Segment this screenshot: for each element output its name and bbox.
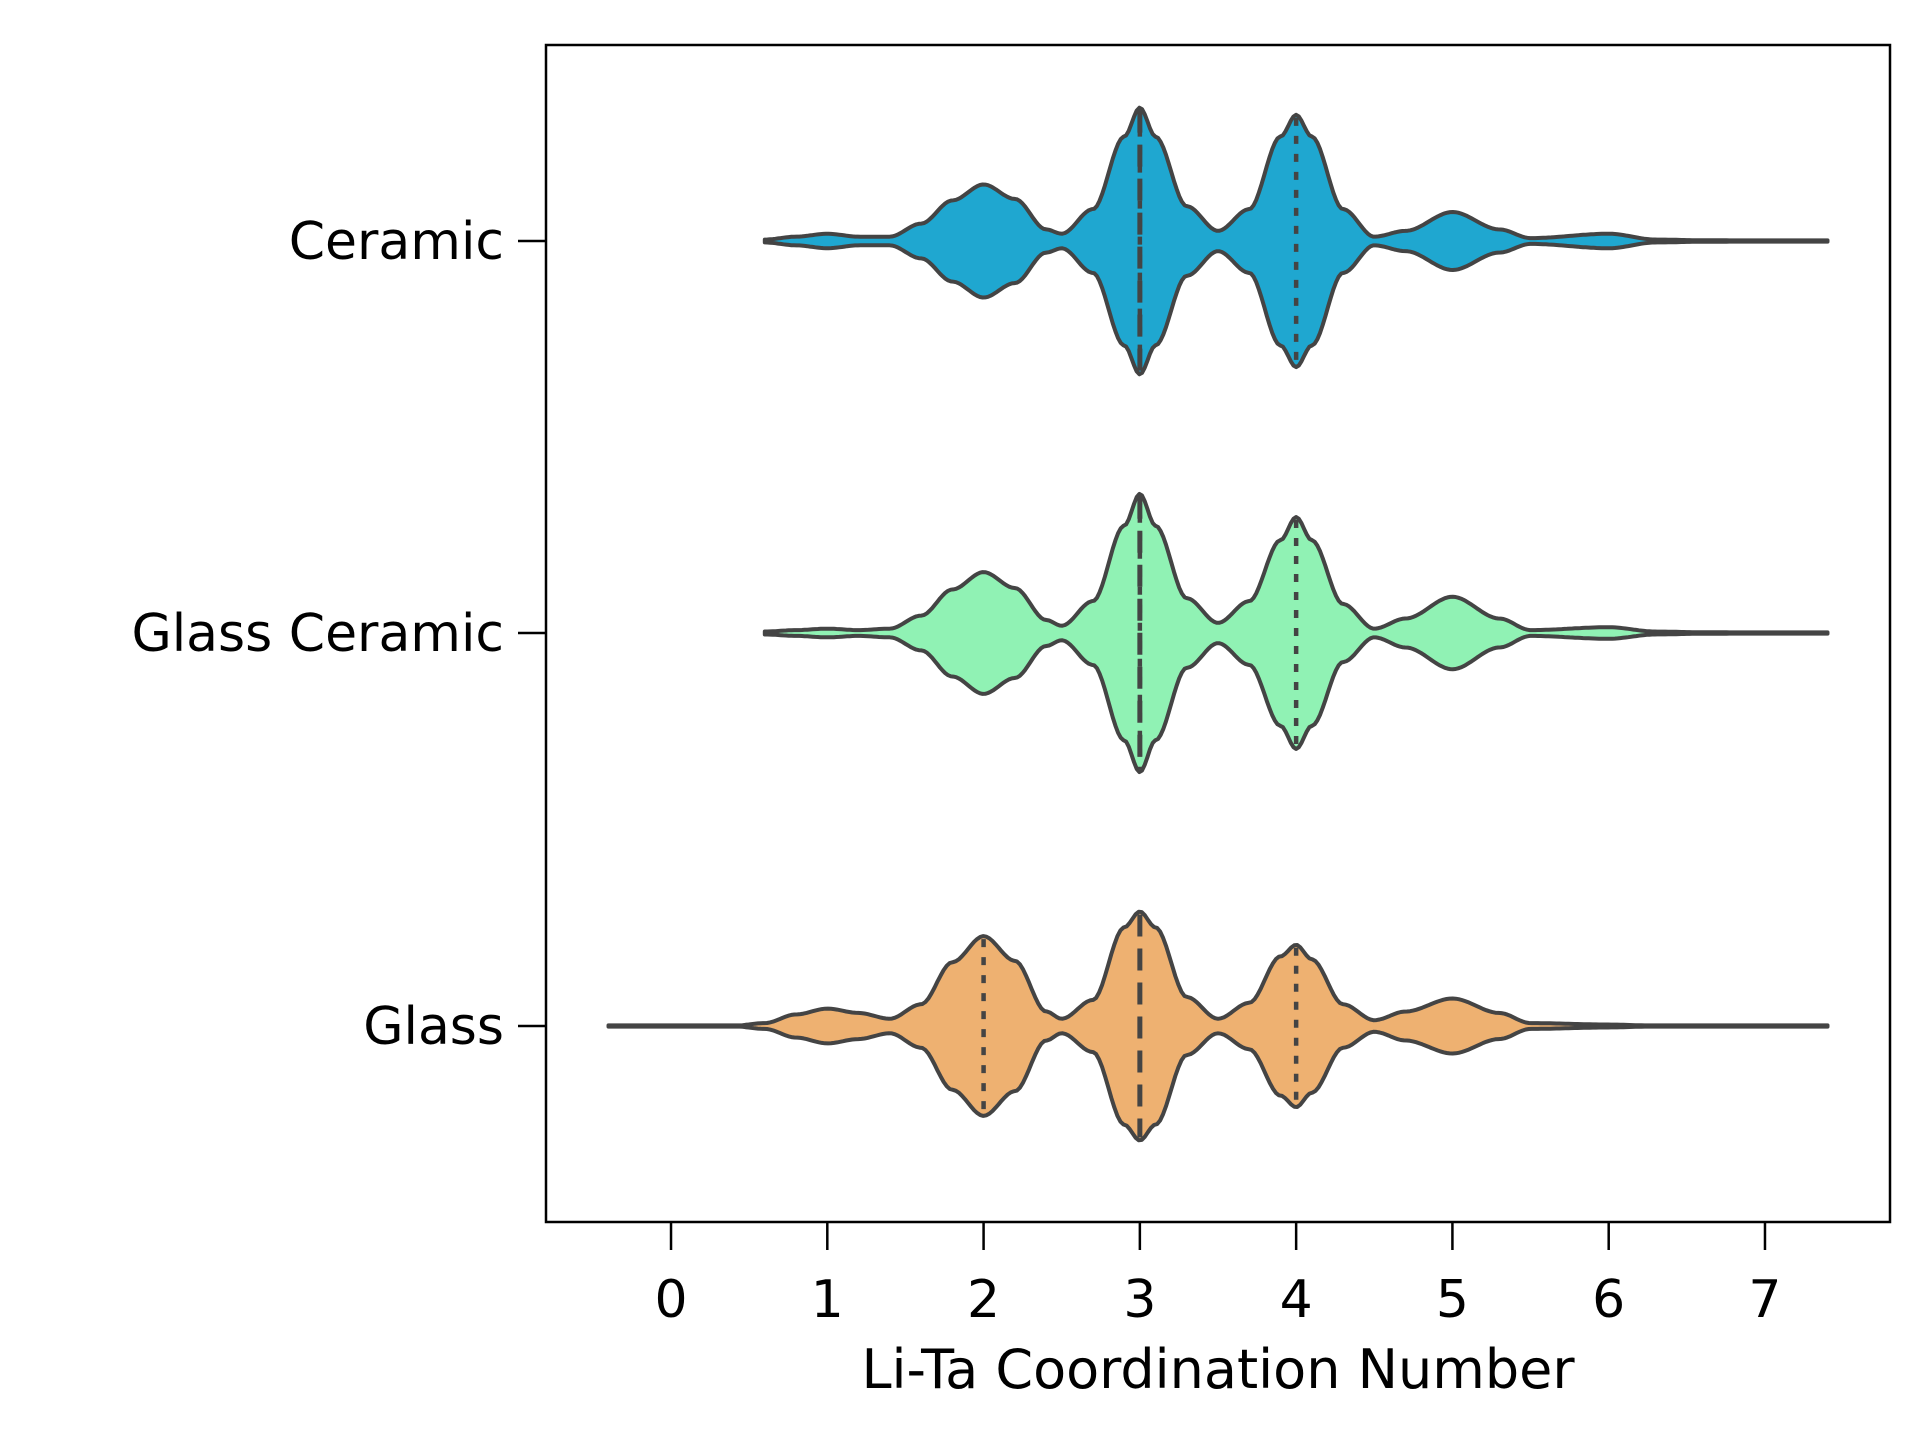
x-tick-label: 0: [654, 1270, 687, 1330]
violin-ceramic: [762, 105, 1830, 377]
y-tick-label: Glass: [363, 997, 504, 1057]
violin-glass-ceramic: [762, 491, 1830, 775]
violins-layer: [606, 105, 1830, 1143]
violin-glass: [606, 909, 1830, 1143]
x-tick-label: 1: [811, 1270, 844, 1330]
x-tick-label: 3: [1123, 1270, 1156, 1330]
violin-body: [606, 909, 1830, 1143]
x-tick-label: 6: [1592, 1270, 1625, 1330]
x-tick-label: 4: [1280, 1270, 1313, 1330]
x-tick-label: 5: [1436, 1270, 1469, 1330]
violin-body: [762, 105, 1830, 377]
x-tick-label: 7: [1748, 1270, 1781, 1330]
x-axis-label: Li-Ta Coordination Number: [861, 1338, 1575, 1401]
x-tick-label: 2: [967, 1270, 1000, 1330]
y-axis: Ceramic Glass Ceramic Glass: [131, 212, 546, 1057]
y-tick-label: Glass Ceramic: [131, 604, 504, 664]
x-axis: 0 1 2 3 4 5 6 7: [654, 1222, 1782, 1330]
y-tick-label: Ceramic: [289, 212, 504, 272]
